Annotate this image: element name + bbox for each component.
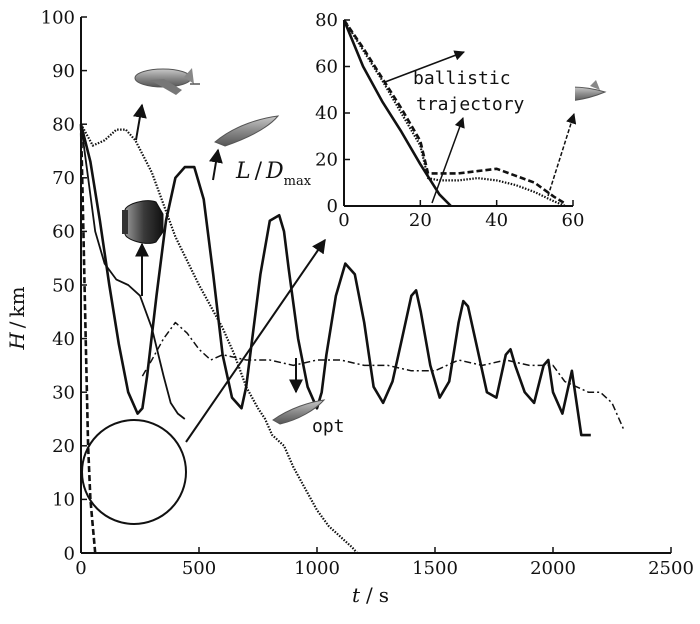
x-axis-separator: /: [366, 583, 373, 607]
inset-callouts: [384, 50, 577, 204]
main-y-tick-label: 10: [52, 490, 75, 511]
inset-x-tick-label: 40: [485, 210, 508, 231]
wedge-vehicle-icon: [214, 115, 280, 147]
main-y-tick-label: 0: [64, 543, 75, 564]
inset-y-tick-label: 20: [315, 149, 338, 170]
arrow-to-spaceplane: [132, 103, 147, 141]
inset-y-tick-label: 60: [315, 56, 338, 77]
main-y-tick-label: 70: [52, 168, 75, 189]
ballistic-label-line1: ballistic: [413, 68, 511, 89]
main-series-4-line: [141, 321, 625, 431]
inset-series-1-line: [342, 19, 452, 207]
main-y-tick-label: 90: [52, 61, 75, 82]
y-axis-separator: /: [5, 321, 29, 328]
inset-background: [343, 19, 575, 207]
ballistic-arrow-lower-right: [547, 112, 577, 197]
callout-group: [81, 103, 326, 525]
main-axes: [80, 16, 672, 554]
ballistic-arrow-upper: [384, 50, 465, 83]
opt-annotation: opt: [312, 416, 345, 437]
ld-max-annotation: L / Dmax: [235, 159, 312, 189]
main-y-tick-label: 80: [52, 115, 75, 136]
main-series-group: [79, 123, 625, 554]
ld-separator: /: [255, 159, 263, 184]
main-x-tick-label: 2000: [530, 558, 576, 579]
main-x-tick-label: 1500: [412, 558, 458, 579]
y-axis-title: H / km: [5, 286, 29, 350]
main-series-3-line: [80, 123, 358, 554]
main-series-2-line: [80, 124, 186, 420]
main-series-1-line: [79, 123, 591, 437]
inset-series-3-line: [343, 19, 566, 208]
main-x-tick-label: 1000: [294, 558, 340, 579]
inset-y-tick-label: 80: [315, 10, 338, 31]
x-axis-unit: s: [379, 583, 389, 607]
main-y-tick-label: 100: [41, 7, 75, 28]
main-y-tick-label: 50: [52, 275, 75, 296]
main-x-tick-label: 0: [75, 558, 86, 579]
inset-x-tick-label: 20: [409, 210, 432, 231]
inset-x-tick-label: 60: [562, 210, 585, 231]
inset-x-tick-label: 0: [338, 210, 349, 231]
main-y-tick-label: 30: [52, 383, 75, 404]
inset-y-tick-label: 0: [327, 196, 338, 217]
main-x-tick-label: 2500: [648, 558, 694, 579]
main-y-tick-label: 20: [52, 436, 75, 457]
inset-plot: 0 20 40 60 0 20 40 60 80: [315, 10, 584, 231]
zoom-connector-line: [185, 238, 326, 443]
main-plot: 0 500 1000 1500 2000 250001020304050607080901…: [41, 7, 694, 579]
ballistic-label: ballistic trajectory: [413, 68, 525, 115]
zoom-circle: [81, 419, 187, 525]
main-x-tick-label: 500: [182, 558, 216, 579]
ballistic-arrow-lower-left: [431, 117, 465, 204]
opt-vehicle-icon: [272, 399, 326, 425]
ld-denominator: D: [265, 159, 284, 184]
y-axis-unit: km: [5, 286, 29, 317]
ld-numerator: L: [235, 159, 251, 184]
capsule-icon: [122, 200, 164, 244]
arrow-to-wedge: [209, 148, 223, 181]
ballistic-label-line2: trajectory: [416, 94, 525, 115]
inset-y-tick-label: 40: [315, 103, 338, 124]
main-y-tick-label: 60: [52, 222, 75, 243]
spaceplane-icon: [134, 68, 200, 95]
main-y-tick-label: 40: [52, 329, 75, 350]
x-axis-title: t / s: [352, 583, 389, 607]
inset-series-group: [342, 19, 567, 208]
inset-axes: [343, 19, 574, 207]
inset-tick-labels: 0 20 40 60 0 20 40 60 80: [315, 10, 584, 231]
y-axis-variable: H: [5, 332, 29, 351]
ld-subscript: max: [284, 174, 312, 189]
inset-series-2-line: [342, 19, 567, 205]
x-axis-variable: t: [352, 583, 361, 607]
main-tick-labels: 0 500 1000 1500 2000 250001020304050607080901…: [41, 7, 694, 579]
